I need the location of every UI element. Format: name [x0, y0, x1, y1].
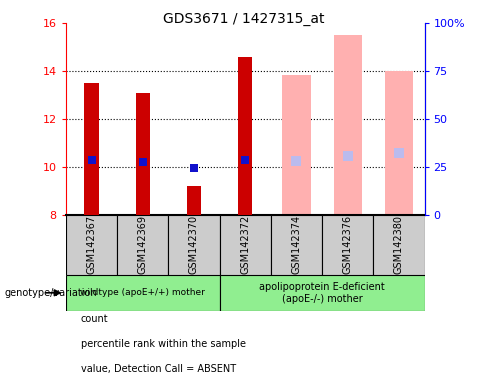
- Text: percentile rank within the sample: percentile rank within the sample: [81, 339, 245, 349]
- Point: [395, 150, 403, 156]
- Text: value, Detection Call = ABSENT: value, Detection Call = ABSENT: [81, 364, 236, 374]
- Text: GSM142372: GSM142372: [240, 215, 250, 275]
- Point: [190, 165, 198, 171]
- Bar: [283, 74, 310, 215]
- Bar: [220, 215, 271, 275]
- Bar: [322, 215, 373, 275]
- Text: GSM142380: GSM142380: [394, 215, 404, 274]
- Bar: [373, 215, 425, 275]
- Point: [293, 158, 301, 164]
- Text: wildtype (apoE+/+) mother: wildtype (apoE+/+) mother: [81, 288, 205, 297]
- Point: [242, 157, 249, 163]
- Bar: [271, 23, 322, 215]
- Text: GDS3671 / 1427315_at: GDS3671 / 1427315_at: [163, 12, 325, 25]
- Text: GSM142376: GSM142376: [343, 215, 353, 274]
- Bar: [136, 93, 150, 215]
- Bar: [66, 23, 117, 215]
- Bar: [187, 186, 201, 215]
- Bar: [373, 23, 425, 215]
- Bar: [334, 35, 362, 215]
- Text: apolipoprotein E-deficient
(apoE-/-) mother: apolipoprotein E-deficient (apoE-/-) mot…: [259, 282, 385, 304]
- Bar: [385, 71, 413, 215]
- Bar: [117, 215, 168, 275]
- Bar: [66, 215, 117, 275]
- Point: [344, 153, 352, 159]
- Text: GSM142370: GSM142370: [189, 215, 199, 274]
- Point: [139, 159, 147, 166]
- Bar: [220, 23, 271, 215]
- Bar: [271, 215, 322, 275]
- Bar: [238, 56, 252, 215]
- Bar: [66, 275, 220, 311]
- Point: [88, 157, 96, 163]
- Text: genotype/variation: genotype/variation: [5, 288, 98, 298]
- Bar: [322, 23, 373, 215]
- Text: GSM142374: GSM142374: [291, 215, 302, 274]
- Bar: [220, 275, 425, 311]
- Text: GSM142367: GSM142367: [86, 215, 97, 274]
- Bar: [168, 23, 220, 215]
- Bar: [117, 23, 168, 215]
- Text: count: count: [81, 314, 108, 324]
- Bar: [168, 215, 220, 275]
- Text: GSM142369: GSM142369: [138, 215, 148, 274]
- Bar: [84, 83, 99, 215]
